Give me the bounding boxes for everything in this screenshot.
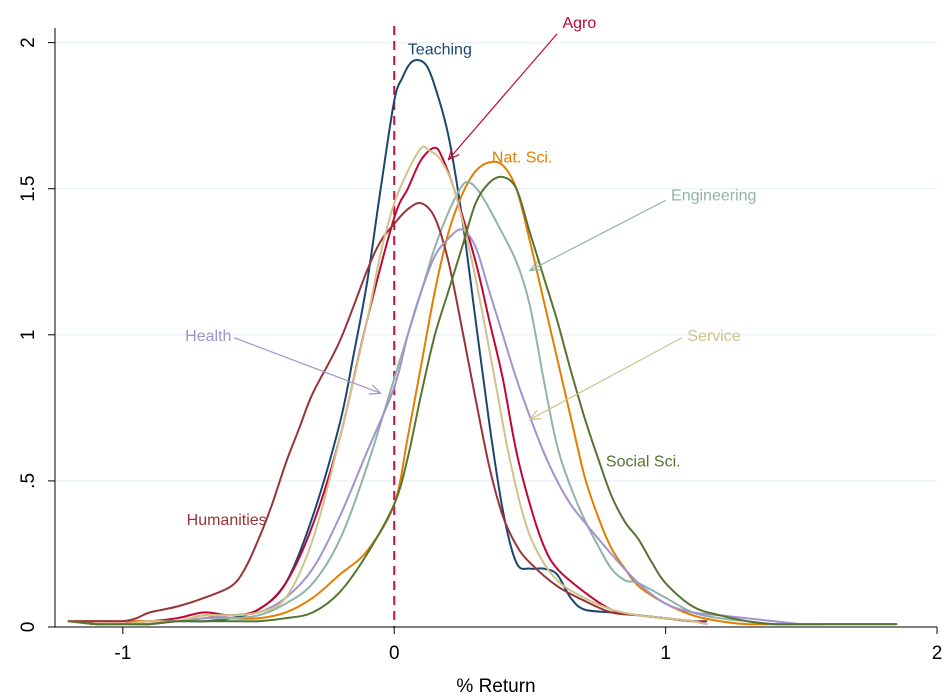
series-line-teaching bbox=[67, 58, 708, 626]
annotation-arrow-agro bbox=[449, 33, 558, 160]
annotation-label-health: Health bbox=[185, 328, 231, 345]
series-line-humanities bbox=[67, 202, 708, 623]
annotation-arrow-service bbox=[530, 337, 683, 420]
annotation-label-social-sci: Social Sci. bbox=[606, 453, 681, 470]
series-annotations: Teaching Agro Nat. Sci. Engineering Service H… bbox=[185, 15, 756, 529]
grid-lines bbox=[55, 42, 937, 482]
annotation-arrow-health bbox=[233, 337, 381, 394]
y-tick-label-2: 1 bbox=[18, 330, 39, 341]
y-tick-label-3: 1.5 bbox=[18, 175, 39, 201]
axes: 0 .5 1 1.5 2 -1 0 1 2 bbox=[18, 28, 942, 664]
annotation-label-service: Service bbox=[687, 328, 740, 345]
x-tick-label-2: 1 bbox=[660, 643, 671, 664]
series-line-agro bbox=[67, 146, 708, 626]
series-line-engineering bbox=[67, 180, 803, 626]
x-axis-label: % Return bbox=[456, 676, 535, 697]
series-line-service bbox=[67, 145, 708, 626]
x-tick-label-0: -1 bbox=[114, 643, 131, 664]
x-tick-label-3: 2 bbox=[932, 643, 943, 664]
y-tick-label-1: .5 bbox=[18, 473, 39, 489]
annotation-label-teaching: Teaching bbox=[408, 41, 472, 58]
annotation-arrow-engineering bbox=[530, 199, 666, 270]
series-line-nat-sci bbox=[67, 160, 898, 626]
x-tick-label-1: 0 bbox=[389, 643, 400, 664]
annotation-label-nat-sci: Nat. Sci. bbox=[492, 150, 552, 167]
y-tick-label-0: 0 bbox=[18, 622, 39, 633]
series-line-social-sci bbox=[67, 175, 898, 626]
y-tick-label-4: 2 bbox=[18, 37, 39, 48]
annotation-label-agro: Agro bbox=[562, 15, 596, 32]
series-lines bbox=[67, 58, 898, 626]
annotation-label-engineering: Engineering bbox=[671, 188, 756, 205]
annotation-label-humanities: Humanities bbox=[187, 512, 267, 529]
